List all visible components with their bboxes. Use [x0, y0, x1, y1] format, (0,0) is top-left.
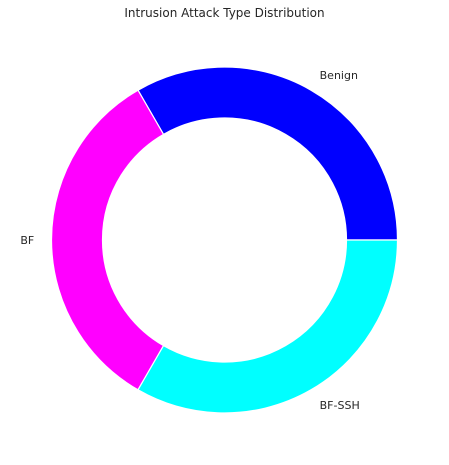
slice-label-benign: Benign	[320, 69, 358, 82]
slices-group	[52, 67, 398, 413]
slice-label-bf-ssh: BF-SSH	[320, 399, 360, 412]
slice-bf	[52, 90, 164, 390]
chart-title: Intrusion Attack Type Distribution	[124, 6, 324, 20]
slice-benign	[138, 67, 398, 240]
slice-label-bf: BF	[20, 234, 34, 247]
slice-bf-ssh	[138, 240, 398, 413]
